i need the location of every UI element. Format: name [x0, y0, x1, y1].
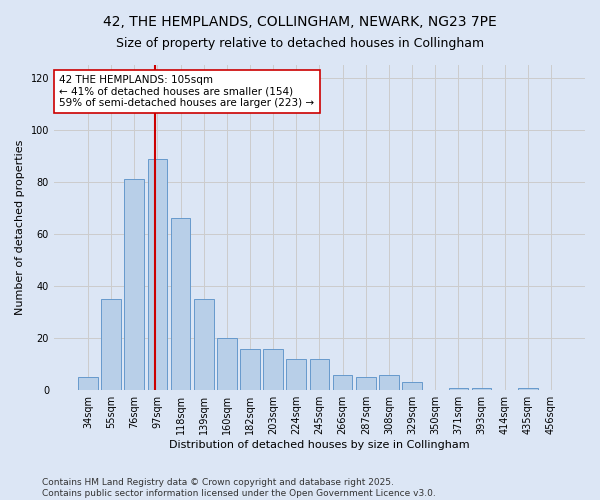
Bar: [286, 359, 306, 390]
Bar: [356, 377, 376, 390]
Text: 42 THE HEMPLANDS: 105sqm
← 41% of detached houses are smaller (154)
59% of semi-: 42 THE HEMPLANDS: 105sqm ← 41% of detach…: [59, 75, 314, 108]
Bar: [78, 377, 98, 390]
Text: Size of property relative to detached houses in Collingham: Size of property relative to detached ho…: [116, 38, 484, 51]
Bar: [217, 338, 236, 390]
Bar: [379, 374, 399, 390]
Bar: [472, 388, 491, 390]
Bar: [101, 299, 121, 390]
Bar: [170, 218, 190, 390]
Bar: [402, 382, 422, 390]
Bar: [449, 388, 468, 390]
Text: 42, THE HEMPLANDS, COLLINGHAM, NEWARK, NG23 7PE: 42, THE HEMPLANDS, COLLINGHAM, NEWARK, N…: [103, 15, 497, 29]
Text: Contains HM Land Registry data © Crown copyright and database right 2025.
Contai: Contains HM Land Registry data © Crown c…: [42, 478, 436, 498]
Bar: [194, 299, 214, 390]
Bar: [333, 374, 352, 390]
Bar: [124, 180, 144, 390]
Bar: [263, 348, 283, 390]
X-axis label: Distribution of detached houses by size in Collingham: Distribution of detached houses by size …: [169, 440, 470, 450]
Bar: [518, 388, 538, 390]
Bar: [148, 158, 167, 390]
Y-axis label: Number of detached properties: Number of detached properties: [15, 140, 25, 316]
Bar: [240, 348, 260, 390]
Bar: [310, 359, 329, 390]
